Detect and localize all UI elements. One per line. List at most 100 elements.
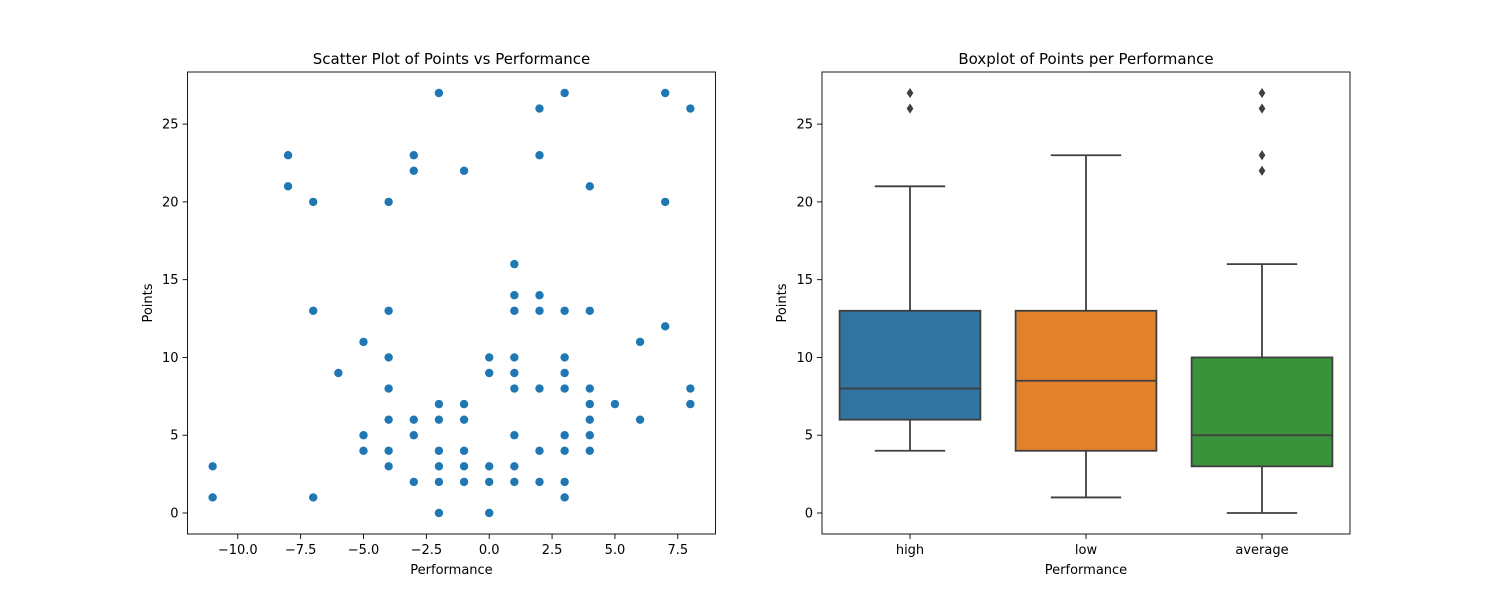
scatter-point [535,477,544,487]
scatter-point [208,493,217,502]
scatter-point [409,166,418,175]
scatter-point [510,259,519,269]
box-iqr [838,309,982,421]
box-y-ticks: 0 5 10 15 20 25 [796,118,822,522]
scatter-point [309,197,318,207]
scatter-x-tick-label: −2.5 [411,543,443,558]
box-y-tick-label: 5 [805,429,813,444]
scatter-y-tick-label: 25 [162,118,179,133]
scatter-point [485,353,494,362]
scatter-y-tick-label: 10 [162,351,179,366]
box-plot-frame [821,71,1351,535]
scatter-point [309,306,318,315]
scatter-point [334,368,343,378]
scatter-point [409,151,418,160]
box-x-tick-label: low [1075,543,1098,558]
scatter-point [459,462,469,471]
scatter-point [409,477,418,487]
box-x-label: Performance [1045,563,1127,578]
scatter-point [283,151,293,160]
scatter-point [635,415,645,424]
scatter-x-tick-label: 0.0 [479,543,500,558]
scatter-point [510,462,519,471]
scatter-point [585,415,594,424]
scatter-point [434,399,444,409]
box-x-tick-label: average [1235,543,1288,558]
scatter-point [434,446,444,455]
box-y-tick-label: 10 [796,351,813,366]
scatter-point [359,431,368,440]
scatter-x-tick-label: −10.0 [218,543,258,558]
scatter-point [384,415,393,424]
box-chart: Boxplot of Points per Performance high lo… [775,50,1351,578]
scatter-x-tick-label: 2.5 [542,543,563,558]
scatter-point [535,306,544,315]
box-title: Boxplot of Points per Performance [958,50,1213,68]
scatter-point [560,477,569,487]
scatter-plot-frame [187,71,716,535]
scatter-point [409,431,418,440]
box-x-ticks: high low average [896,534,1289,558]
scatter-point [434,508,444,518]
scatter-point [359,337,368,347]
scatter-point [585,431,594,440]
box-y-tick-label: 0 [805,507,813,522]
scatter-point [585,399,594,409]
box-outlier [1258,87,1266,99]
scatter-y-tick-label: 15 [162,273,179,288]
scatter-point [686,399,695,409]
scatter-x-tick-label: −5.0 [348,543,380,558]
scatter-point [510,368,519,378]
box-high [838,87,982,452]
scatter-y-tick-label: 0 [170,507,178,522]
scatter-y-tick-label: 20 [162,195,179,210]
scatter-chart: Scatter Plot of Points vs Performance −1… [141,50,716,578]
scatter-point [384,197,393,207]
scatter-point [585,306,594,315]
box-average [1190,87,1334,514]
scatter-point [384,462,393,471]
box-iqr [1190,356,1334,468]
scatter-title: Scatter Plot of Points vs Performance [313,50,591,68]
scatter-point [560,446,569,455]
scatter-point [459,477,469,487]
box-outlier [906,87,914,99]
scatter-point [434,462,444,471]
box-y-tick-label: 25 [796,118,813,133]
scatter-point [384,446,393,455]
scatter-point [560,431,569,440]
scatter-point [510,477,519,487]
scatter-point [208,462,217,471]
scatter-point [485,477,494,487]
scatter-point [535,446,544,455]
box-x-tick-label: high [896,543,924,558]
box-outlier [1258,165,1266,176]
scatter-point [510,291,519,300]
scatter-point [485,462,494,471]
scatter-point [635,337,645,347]
scatter-point [510,306,519,315]
scatter-point [459,166,469,175]
scatter-point [384,306,393,315]
box-elements [838,87,1334,514]
scatter-point [510,431,519,440]
scatter-point [535,104,544,113]
scatter-point [434,477,444,487]
scatter-point [661,322,670,331]
scatter-point [510,384,519,393]
scatter-point [585,446,594,455]
scatter-point [510,353,519,362]
scatter-point [283,182,293,191]
box-low [1014,154,1158,499]
scatter-point [560,88,569,98]
scatter-point [661,88,670,98]
box-outlier [1258,103,1266,114]
scatter-point [560,384,569,393]
scatter-point [384,384,393,393]
scatter-y-tick-label: 5 [170,429,178,444]
scatter-x-tick-label: −7.5 [285,543,317,558]
scatter-point [434,88,444,98]
scatter-point [459,399,469,409]
scatter-point [585,182,594,191]
